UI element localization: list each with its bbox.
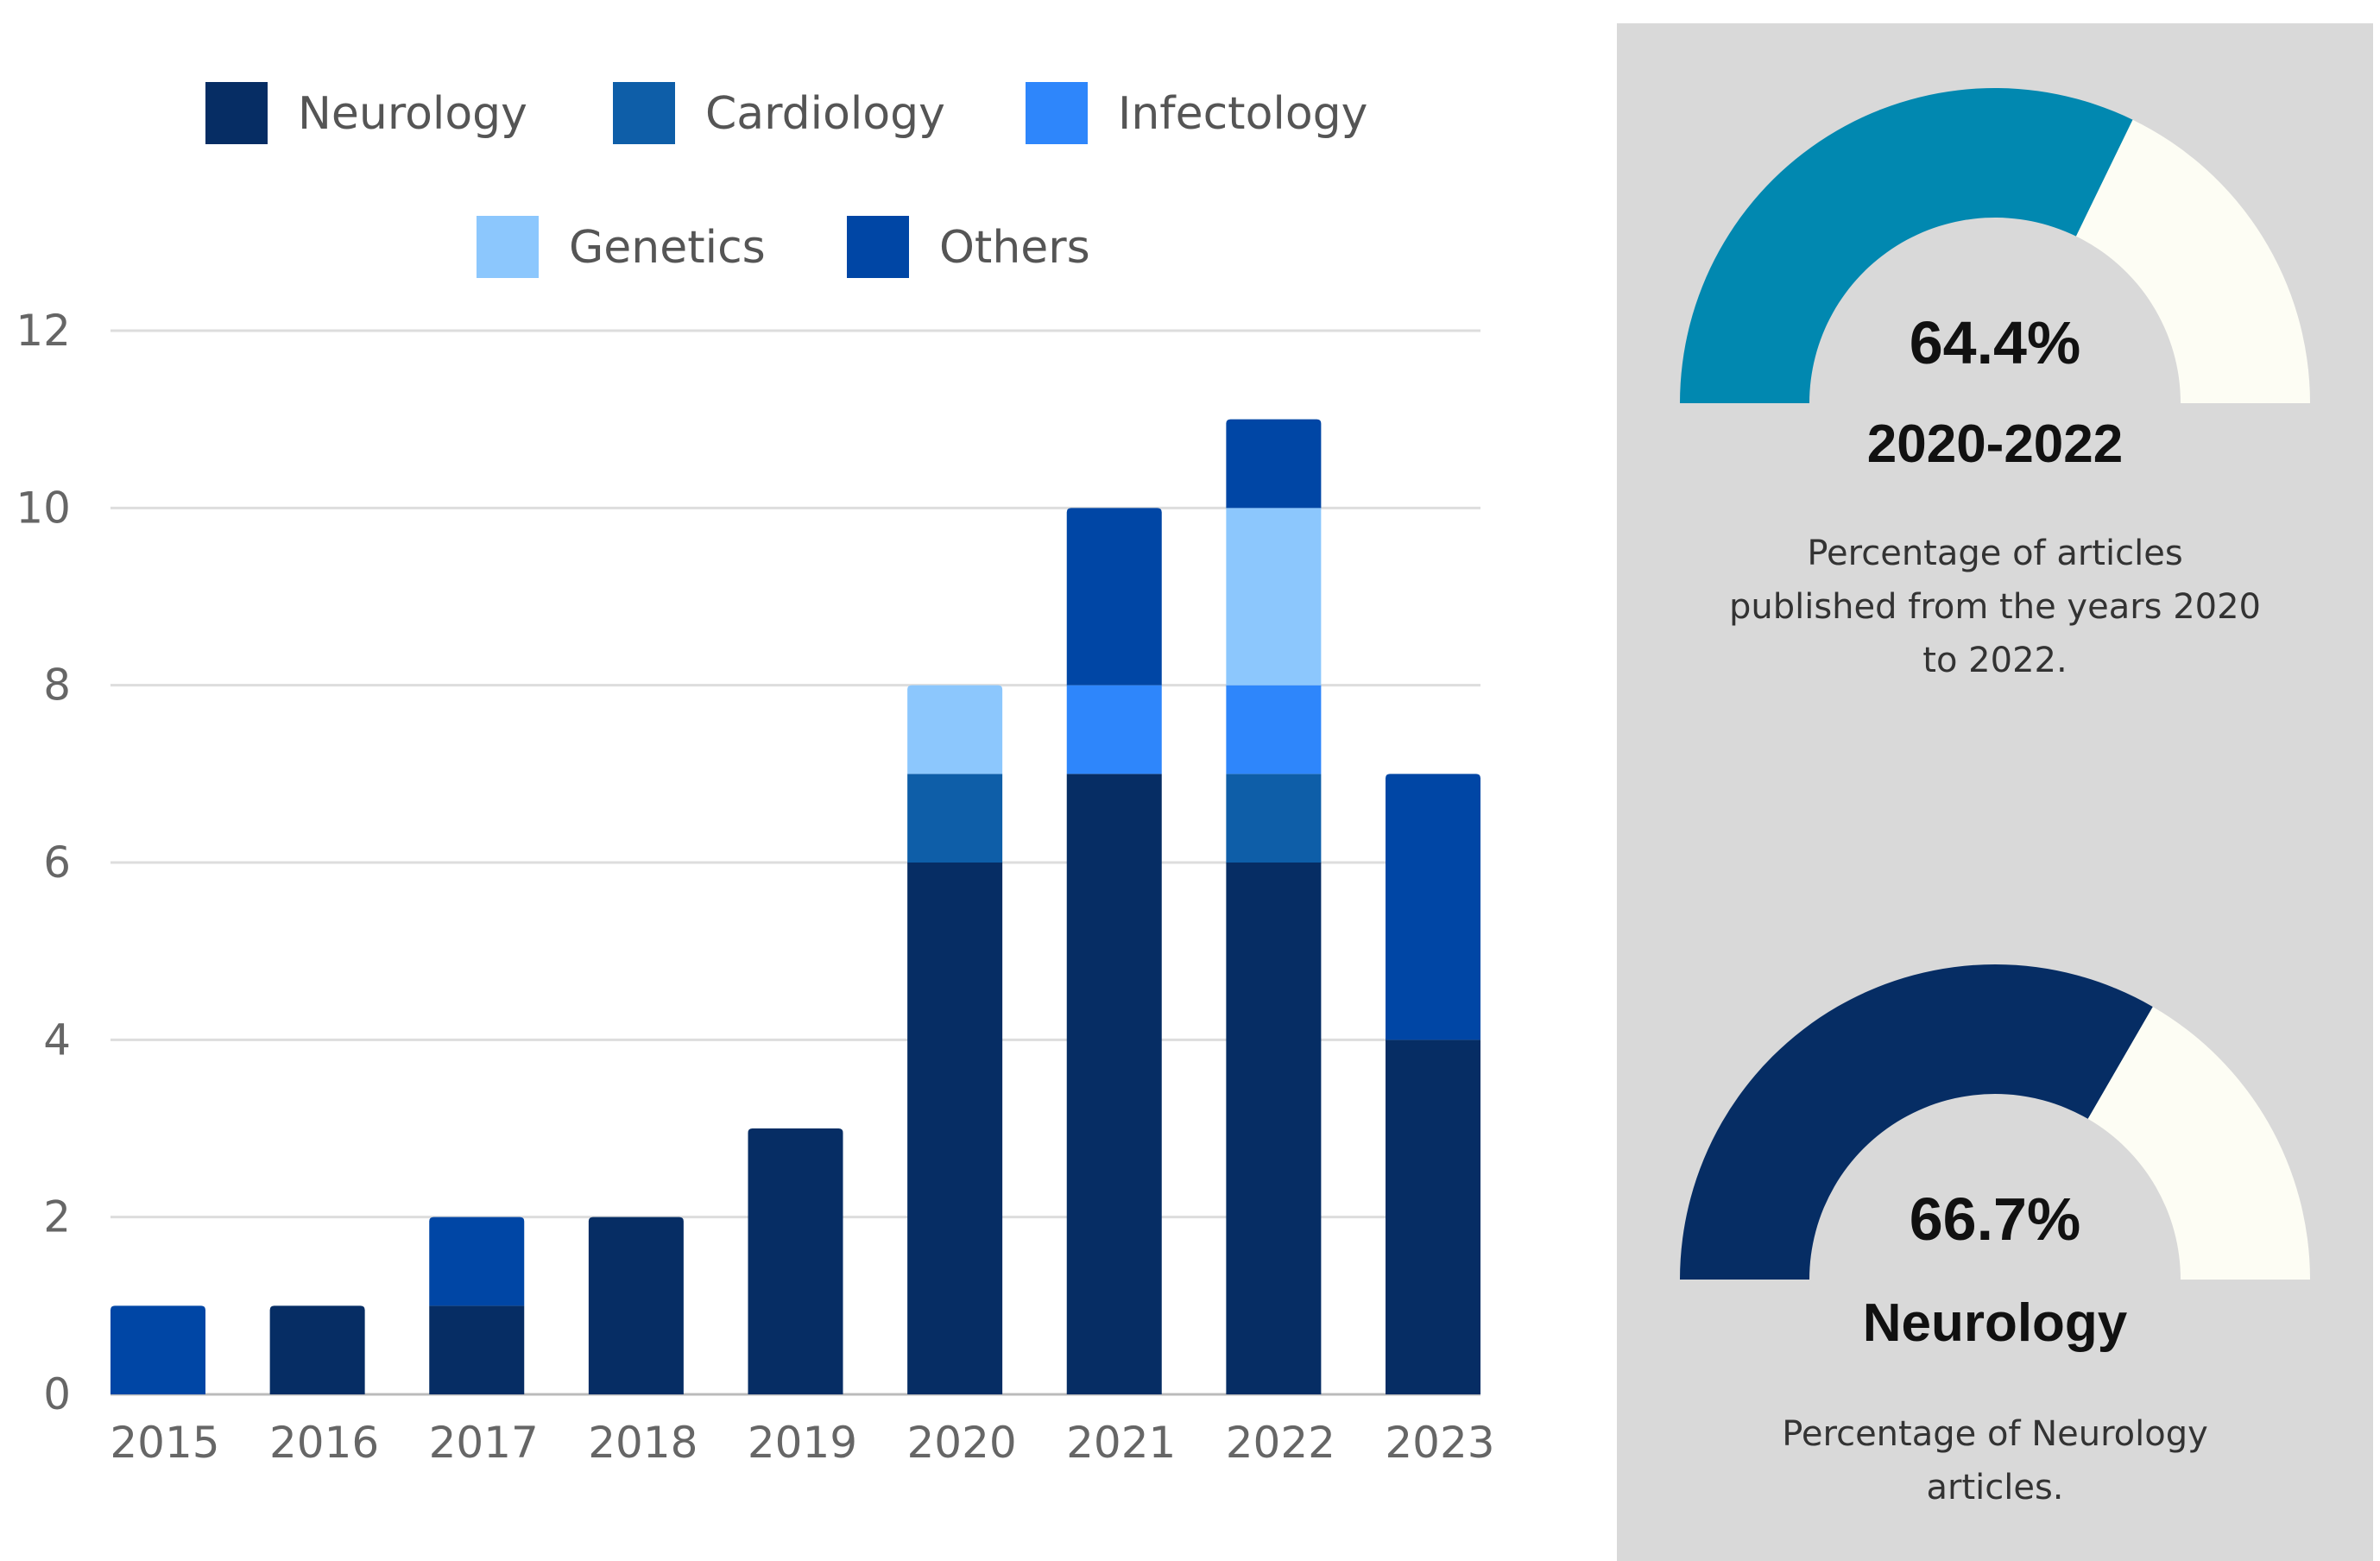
stacked-bar-chart: 0 2 4 6 8 10 12 2015 2016 2017 2018 2019 2020 2021 202… — [16, 82, 1495, 1468]
bar-segment-infectology — [1066, 685, 1162, 774]
legend-swatch-infectology — [1026, 82, 1088, 144]
y-tick-label: 12 — [16, 306, 71, 356]
gauge-filled-arc — [1680, 88, 2133, 403]
gauge-title: 2020-2022 — [1866, 414, 2124, 474]
bar-segment-neurology — [1066, 774, 1162, 1394]
bar-segment-cardiology — [907, 774, 1003, 863]
gauge-title: Neurology — [1862, 1293, 2128, 1353]
y-tick-label: 10 — [16, 483, 71, 533]
gauge-description: Percentage of Neurology articles. — [1782, 1414, 2208, 1507]
bar-segment-neurology — [588, 1217, 684, 1394]
gauge-description: Percentage of articles published from th… — [1728, 534, 2261, 680]
y-tick-label: 8 — [43, 660, 71, 711]
bar-segment-others — [429, 1217, 525, 1306]
bar-segment-neurology — [1226, 863, 1322, 1394]
x-tick-label: 2017 — [429, 1418, 539, 1468]
y-tick-label: 2 — [43, 1192, 71, 1242]
bar-segment-neurology — [429, 1305, 525, 1394]
legend-swatch-cardiology — [613, 82, 675, 144]
gauge-filled-arc — [1680, 964, 2153, 1280]
bar-segment-genetics — [907, 685, 1003, 774]
bar-segment-cardiology — [1226, 774, 1322, 863]
bar-segment-neurology — [748, 1128, 843, 1394]
side-panel: 64.4% 2020-2022 Percentage of articles p… — [1617, 23, 2373, 1561]
y-tick-label: 6 — [43, 837, 71, 888]
bar-segment-genetics — [1226, 508, 1322, 686]
x-tick-label: 2021 — [1066, 1418, 1176, 1468]
x-tick-label: 2019 — [748, 1418, 857, 1468]
legend-label-others: Others — [939, 222, 1090, 274]
legend-label-cardiology: Cardiology — [705, 88, 945, 140]
legend-label-infectology: Infectology — [1118, 88, 1367, 140]
bar-segment-others — [1386, 774, 1480, 1040]
legend-swatch-genetics — [477, 216, 539, 278]
x-tick-label: 2022 — [1226, 1418, 1335, 1468]
x-tick-label: 2016 — [269, 1418, 379, 1468]
bar-segment-infectology — [1226, 685, 1322, 774]
gauge-remaining-arc — [2075, 119, 2310, 403]
y-tick-label: 4 — [43, 1014, 71, 1065]
x-tick-label: 2020 — [907, 1418, 1017, 1468]
bar-segment-neurology — [269, 1305, 365, 1394]
gauge-remaining-arc — [2087, 1007, 2310, 1280]
x-tick-label: 2023 — [1385, 1418, 1494, 1468]
legend-swatch-others — [847, 216, 909, 278]
legend-label-genetics: Genetics — [569, 222, 766, 274]
gauge-2020-2022 — [1680, 88, 2310, 403]
bar-segment-neurology — [907, 863, 1003, 1394]
legend-label-neurology: Neurology — [298, 88, 527, 140]
gauge-percent-label: 66.7% — [1909, 1185, 2081, 1253]
bar-segment-others — [110, 1305, 205, 1394]
x-tick-label: 2015 — [110, 1418, 219, 1468]
legend-swatch-neurology — [205, 82, 268, 144]
bar-segment-neurology — [1386, 1040, 1480, 1394]
gauge-percent-label: 64.4% — [1909, 309, 2081, 376]
bar-segment-others — [1226, 419, 1322, 509]
gauge-neurology — [1680, 964, 2310, 1280]
y-tick-label: 0 — [43, 1369, 71, 1419]
x-tick-label: 2018 — [588, 1418, 698, 1468]
bar-segment-others — [1066, 508, 1162, 686]
